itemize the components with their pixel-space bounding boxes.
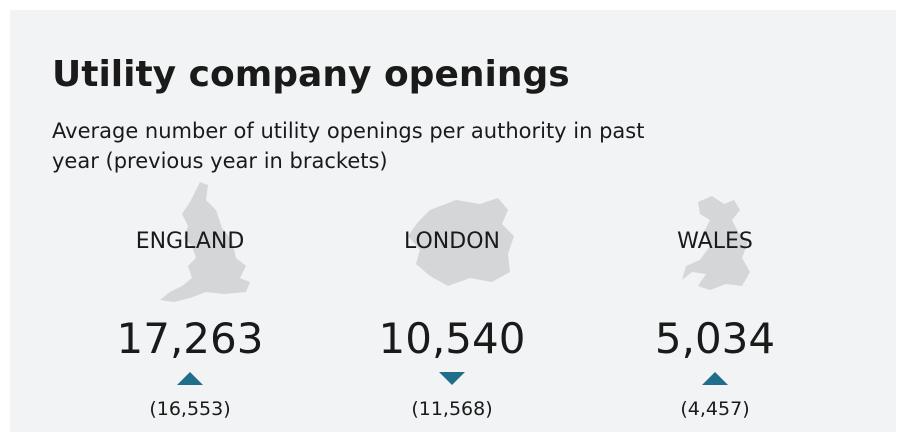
subtitle: Average number of utility openings per a…: [52, 119, 644, 173]
england-map: [160, 182, 250, 302]
subtitle-line: Average number of utility openings per a…: [52, 119, 644, 143]
trend-arrow: [439, 372, 465, 385]
region-previous: (11,568): [411, 398, 492, 420]
region-value: 17,263: [117, 314, 264, 363]
infographic: Utility company openings Average number …: [52, 54, 775, 420]
london-map: [408, 198, 514, 286]
region-value: 10,540: [379, 314, 526, 363]
wales-map: [682, 196, 750, 290]
subtitle-line: year (previous year in brackets): [52, 149, 388, 173]
region-name: WALES: [677, 229, 753, 254]
region-value: 5,034: [655, 314, 775, 363]
panel: Utility company openings Average number …: [10, 10, 896, 432]
region-previous: (4,457): [680, 398, 749, 420]
trend-arrow: [702, 372, 728, 385]
region-name: ENGLAND: [136, 229, 245, 254]
region-name: LONDON: [404, 229, 500, 254]
title: Utility company openings: [52, 54, 570, 95]
trend-arrow: [177, 372, 203, 385]
region-previous: (16,553): [149, 398, 230, 420]
